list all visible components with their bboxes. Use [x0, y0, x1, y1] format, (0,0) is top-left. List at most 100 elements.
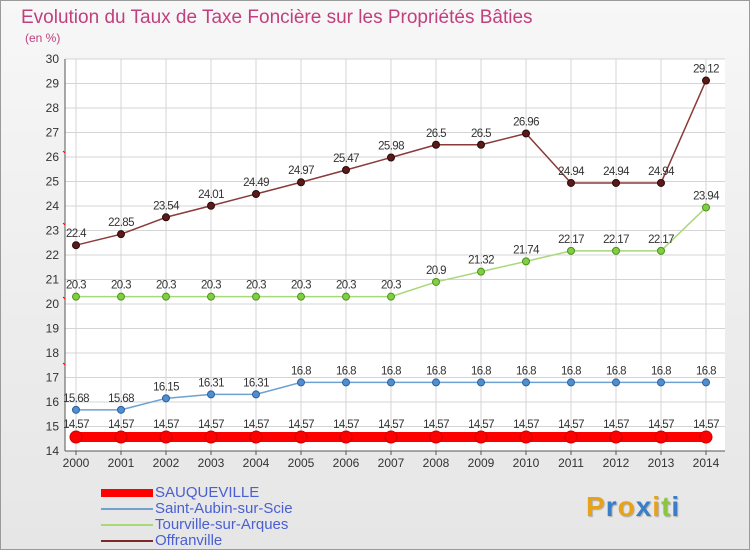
logo-letter: r	[605, 491, 618, 522]
data-label-saint-aubin-sur-scie: 16.8	[651, 365, 671, 377]
x-tick-label: 2007	[378, 456, 405, 470]
data-label-saint-aubin-sur-scie: 16.8	[426, 365, 446, 377]
data-label-offranville: 23.54	[153, 200, 180, 212]
data-point-saint-aubin-sur-scie	[477, 378, 485, 387]
data-point-sauqueville	[249, 430, 263, 444]
data-label-tourville-sur-arques: 23.94	[693, 190, 720, 202]
logo-letter: i	[671, 491, 681, 522]
x-tick-label: 2000	[63, 456, 90, 470]
data-label-offranville: 29.12	[693, 64, 719, 76]
data-point-saint-aubin-sur-scie	[72, 405, 80, 414]
data-label-tourville-sur-arques: 20.3	[66, 280, 86, 292]
data-label-saint-aubin-sur-scie: 16.8	[606, 365, 626, 377]
axis-accent-tick	[62, 362, 66, 366]
y-tick-label: 28	[46, 101, 60, 115]
logo-letter: o	[617, 491, 636, 522]
legend-swatch-saint-aubin-sur-scie	[101, 508, 153, 510]
data-label-offranville: 24.01	[198, 189, 224, 201]
y-tick-label: 25	[46, 175, 60, 189]
data-label-saint-aubin-sur-scie: 16.31	[243, 377, 269, 389]
data-label-offranville: 25.98	[378, 140, 404, 152]
proxiti-logo: Proxiti	[586, 491, 680, 523]
axis-accent-tick	[62, 296, 66, 300]
data-point-offranville	[657, 178, 665, 187]
data-point-sauqueville	[69, 430, 83, 444]
y-tick-label: 23	[46, 224, 60, 238]
data-label-offranville: 24.94	[603, 166, 630, 178]
data-point-saint-aubin-sur-scie	[522, 378, 530, 387]
x-tick-label: 2009	[468, 456, 495, 470]
data-label-tourville-sur-arques: 20.3	[336, 280, 356, 292]
logo-letter: t	[661, 491, 672, 522]
legend-label-offranville: Offranville	[155, 532, 223, 549]
data-point-offranville	[72, 241, 80, 250]
data-point-offranville	[297, 178, 305, 187]
x-tick-label: 2008	[423, 456, 450, 470]
data-label-sauqueville: 14.57	[153, 419, 179, 431]
data-label-offranville: 24.94	[648, 166, 675, 178]
data-point-tourville-sur-arques	[567, 246, 575, 255]
data-label-tourville-sur-arques: 20.3	[111, 280, 131, 292]
data-point-saint-aubin-sur-scie	[297, 378, 305, 387]
data-point-tourville-sur-arques	[72, 292, 80, 301]
y-tick-label: 14	[46, 444, 60, 458]
data-point-sauqueville	[474, 430, 488, 444]
x-tick-label: 2004	[243, 456, 270, 470]
x-tick-label: 2014	[693, 456, 720, 470]
data-point-saint-aubin-sur-scie	[252, 390, 260, 399]
data-label-sauqueville: 14.57	[108, 419, 134, 431]
data-point-sauqueville	[384, 430, 398, 444]
data-label-tourville-sur-arques: 20.3	[156, 280, 176, 292]
data-point-tourville-sur-arques	[612, 246, 620, 255]
data-point-sauqueville	[654, 430, 668, 444]
data-point-tourville-sur-arques	[522, 257, 530, 266]
data-point-tourville-sur-arques	[117, 292, 125, 301]
data-point-offranville	[387, 153, 395, 162]
data-label-offranville: 22.4	[66, 228, 87, 240]
data-label-saint-aubin-sur-scie: 16.31	[198, 377, 224, 389]
data-label-offranville: 24.97	[288, 165, 314, 177]
data-label-sauqueville: 14.57	[468, 419, 494, 431]
data-label-saint-aubin-sur-scie: 16.8	[381, 365, 401, 377]
x-tick-label: 2012	[603, 456, 630, 470]
data-point-sauqueville	[519, 430, 533, 444]
data-label-offranville: 26.96	[513, 116, 539, 128]
chart-title: Evolution du Taux de Taxe Foncière sur l…	[21, 7, 533, 28]
y-tick-label: 24	[46, 199, 60, 213]
x-tick-label: 2013	[648, 456, 675, 470]
y-tick-label: 21	[46, 273, 60, 287]
data-label-sauqueville: 14.57	[603, 419, 629, 431]
data-label-tourville-sur-arques: 21.74	[513, 244, 540, 256]
data-point-saint-aubin-sur-scie	[567, 378, 575, 387]
logo-letter: P	[586, 491, 606, 522]
y-tick-label: 26	[46, 150, 60, 164]
data-point-saint-aubin-sur-scie	[432, 378, 440, 387]
axis-accent-tick	[62, 222, 66, 226]
data-label-sauqueville: 14.57	[693, 419, 719, 431]
data-point-saint-aubin-sur-scie	[702, 378, 710, 387]
data-label-saint-aubin-sur-scie: 16.8	[336, 365, 356, 377]
y-tick-label: 17	[46, 371, 60, 385]
data-label-sauqueville: 14.57	[243, 419, 269, 431]
x-tick-label: 2006	[333, 456, 360, 470]
data-point-sauqueville	[159, 430, 173, 444]
data-label-sauqueville: 14.57	[423, 419, 449, 431]
data-point-tourville-sur-arques	[657, 246, 665, 255]
legend-swatch-offranville	[101, 540, 153, 542]
y-tick-label: 30	[46, 52, 60, 66]
x-tick-label: 2011	[558, 456, 584, 470]
legend-swatch-sauqueville	[101, 489, 153, 497]
data-point-tourville-sur-arques	[702, 203, 710, 212]
data-point-sauqueville	[429, 430, 443, 444]
data-label-offranville: 26.5	[426, 128, 446, 140]
x-tick-label: 2005	[288, 456, 315, 470]
y-tick-label: 29	[46, 77, 60, 91]
data-point-saint-aubin-sur-scie	[612, 378, 620, 387]
data-label-sauqueville: 14.57	[378, 419, 404, 431]
data-label-offranville: 24.49	[243, 177, 269, 189]
legend-label-sauqueville: SAUQUEVILLE	[155, 484, 260, 501]
data-point-sauqueville	[609, 430, 623, 444]
data-label-tourville-sur-arques: 20.9	[426, 265, 446, 277]
data-label-sauqueville: 14.57	[648, 419, 674, 431]
